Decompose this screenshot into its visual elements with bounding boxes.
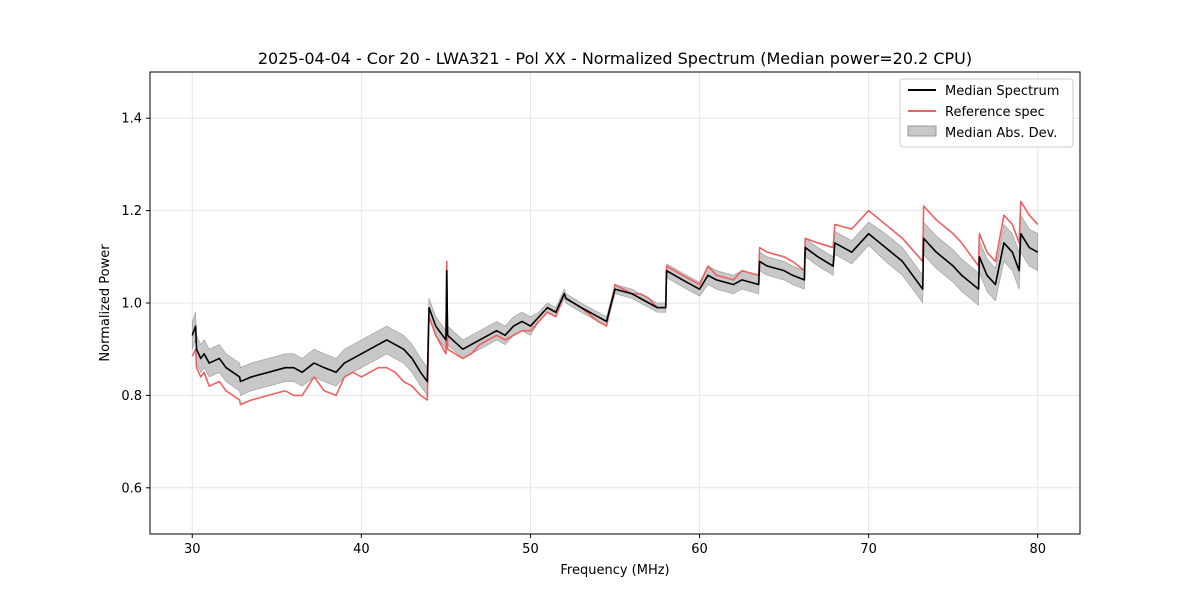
legend-mad-label: Median Abs. Dev.	[945, 126, 1057, 141]
x-axis-label: Frequency (MHz)	[560, 563, 669, 578]
y-tick-label: 0.6	[121, 481, 142, 496]
x-tick-label: 70	[860, 542, 877, 557]
ticks: 30 40 50 60 70 80 0.6 0.8 1.0 1.2 1.4	[121, 112, 1046, 557]
x-tick-label: 50	[522, 542, 539, 557]
legend: Median Spectrum Reference spec Median Ab…	[899, 78, 1074, 148]
x-tick-label: 80	[1029, 542, 1046, 557]
y-tick-label: 0.8	[121, 389, 142, 404]
legend-reference-label: Reference spec	[945, 105, 1045, 120]
y-tick-label: 1.4	[121, 112, 142, 127]
y-tick-label: 1.0	[121, 297, 142, 312]
legend-box	[899, 78, 1074, 148]
y-axis-label: Normalized Power	[98, 244, 113, 362]
median-spectrum-line	[191, 232, 1039, 383]
x-tick-label: 40	[353, 542, 370, 557]
y-tick-label: 1.2	[121, 204, 142, 219]
x-tick-label: 30	[184, 542, 201, 557]
legend-mad-swatch	[907, 125, 937, 137]
series-layer	[191, 200, 1039, 406]
chart-title: 2025-04-04 - Cor 20 - LWA321 - Pol XX - …	[258, 49, 972, 68]
x-tick-label: 60	[691, 542, 708, 557]
legend-median-label: Median Spectrum	[945, 84, 1059, 99]
